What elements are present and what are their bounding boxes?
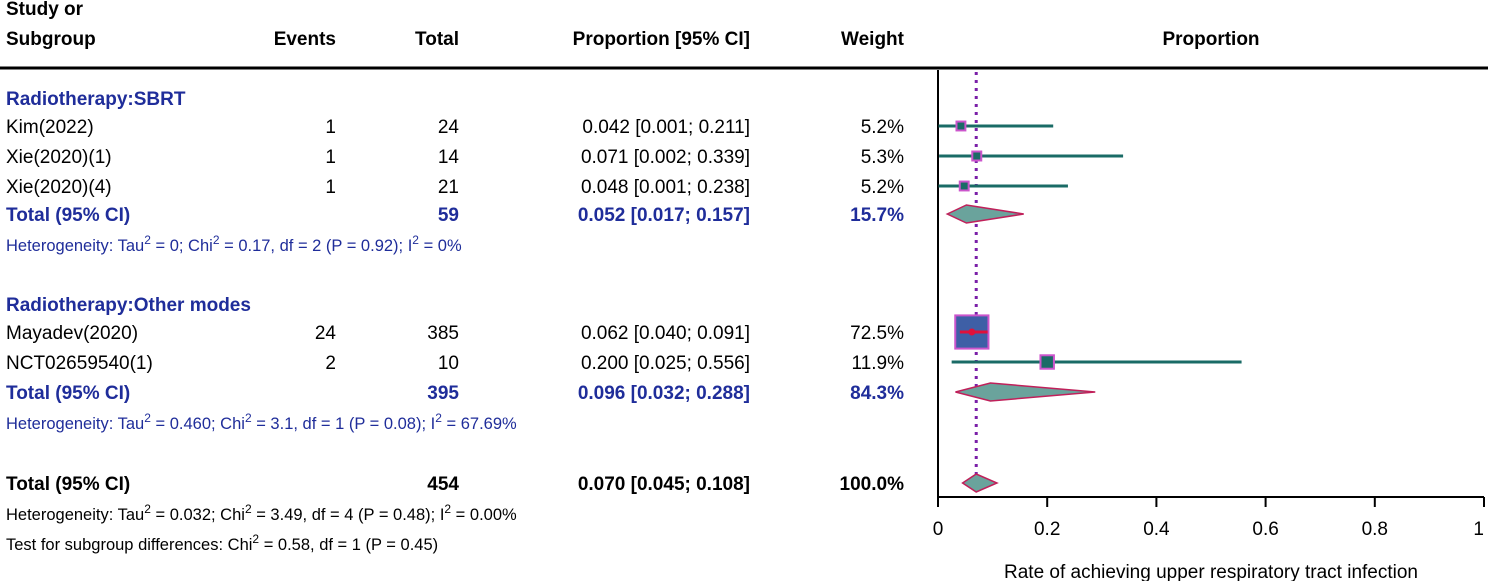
study-ci: 0.071 [0.002; 0.339]: [581, 147, 750, 168]
total-label: Total (95% CI): [6, 474, 130, 495]
heterogeneity-text-part: = 3.49, df = 4 (P = 0.48); I: [252, 506, 445, 524]
header-proportion-ci: Proportion [95% CI]: [573, 29, 750, 50]
study-weight: 5.3%: [861, 147, 904, 168]
study-weight: 5.2%: [861, 117, 904, 138]
heterogeneity-text-part: 2: [213, 233, 220, 247]
study-events: 24: [315, 323, 337, 344]
heterogeneity-text-part: 2: [144, 233, 151, 247]
study-weight-box: [1039, 354, 1055, 370]
study-name: Xie(2020)(1): [6, 147, 112, 168]
header-weight: Weight: [841, 29, 905, 50]
header-study-line2: Subgroup: [6, 29, 96, 50]
x-tick-label: 0.4: [1143, 519, 1170, 540]
total-label: Total (95% CI): [6, 383, 130, 404]
study-weight-box: [955, 120, 967, 132]
x-tick-label: 0.8: [1362, 519, 1388, 540]
heterogeneity-text-part: 2: [245, 502, 252, 516]
heterogeneity-text-part: 2: [412, 233, 419, 247]
x-tick-label: 0: [933, 519, 944, 540]
total-weight: 84.3%: [850, 383, 904, 404]
total-ci: 0.070 [0.045; 0.108]: [578, 474, 750, 495]
subgroup-title: Radiotherapy:Other modes: [6, 295, 251, 316]
x-tick-label: 0.2: [1034, 519, 1060, 540]
heterogeneity-text-part: Heterogeneity: Tau: [6, 237, 144, 255]
study-ci: 0.200 [0.025; 0.556]: [581, 353, 750, 374]
subgroup-title: Radiotherapy:SBRT: [6, 89, 186, 110]
heterogeneity-text-part: 2: [435, 411, 442, 425]
study-total: 14: [438, 147, 460, 168]
study-ci: 0.048 [0.001; 0.238]: [581, 177, 750, 198]
study-weight: 5.2%: [861, 177, 904, 198]
header-plot: Proportion: [1162, 29, 1259, 50]
total-count: 395: [427, 383, 459, 404]
study-name: Xie(2020)(4): [6, 177, 112, 198]
total-weight: 100.0%: [840, 474, 905, 495]
study-events: 1: [325, 117, 336, 138]
heterogeneity-text-part: 2: [444, 502, 451, 516]
total-ci: 0.052 [0.017; 0.157]: [578, 205, 750, 226]
heterogeneity-text-part: Heterogeneity: Tau: [6, 506, 144, 524]
study-name: Mayadev(2020): [6, 323, 138, 344]
total-count: 59: [438, 205, 459, 226]
study-weight-box: [971, 150, 983, 162]
total-count: 454: [427, 474, 459, 495]
heterogeneity-text-part: = 0%: [419, 237, 462, 255]
heterogeneity-text: Heterogeneity: Tau2 = 0.460; Chi2 = 3.1,…: [6, 411, 517, 433]
x-axis-label: Rate of achieving upper respiratory trac…: [1004, 562, 1418, 581]
heterogeneity-text-part: = 67.69%: [442, 415, 517, 433]
study-events: 2: [325, 353, 336, 374]
study-events: 1: [325, 147, 336, 168]
heterogeneity-text-part: 2: [144, 502, 151, 516]
x-tick-label: 1: [1473, 519, 1484, 540]
heterogeneity-text: Heterogeneity: Tau2 = 0.032; Chi2 = 3.49…: [6, 502, 517, 524]
total-label: Total (95% CI): [6, 205, 130, 226]
study-total: 385: [427, 323, 459, 344]
x-tick-label: 0.6: [1252, 519, 1278, 540]
heterogeneity-text-part: = 3.1, df = 1 (P = 0.08); I: [252, 415, 436, 433]
study-weight: 72.5%: [850, 323, 904, 344]
heterogeneity-text-part: 2: [144, 411, 151, 425]
pooled-diamond: [961, 473, 999, 493]
study-name: NCT02659540(1): [6, 353, 153, 374]
pooled-diamond: [945, 204, 1024, 224]
header-study-line1: Study or: [6, 0, 84, 20]
subgroup-test-text-part: = 0.58, df = 1 (P = 0.45): [259, 536, 438, 554]
heterogeneity-text-part: = 0; Chi: [151, 237, 213, 255]
heterogeneity-text-part: = 0.032; Chi: [151, 506, 245, 524]
study-weight-box: [958, 180, 970, 192]
study-events: 1: [325, 177, 336, 198]
study-ci: 0.042 [0.001; 0.211]: [582, 117, 750, 138]
heterogeneity-text-part: = 0.460; Chi: [151, 415, 245, 433]
study-ci: 0.062 [0.040; 0.091]: [581, 323, 750, 344]
study-total: 21: [438, 177, 459, 198]
heterogeneity-text-part: Heterogeneity: Tau: [6, 415, 144, 433]
study-name: Kim(2022): [6, 117, 94, 138]
subgroup-test-text-part: 2: [252, 532, 259, 546]
subgroup-test-text-part: Test for subgroup differences: Chi: [6, 536, 252, 554]
subgroup-test-text: Test for subgroup differences: Chi2 = 0.…: [6, 532, 438, 554]
total-weight: 15.7%: [850, 205, 904, 226]
study-total: 10: [438, 353, 459, 374]
heterogeneity-text-part: = 0.17, df = 2 (P = 0.92); I: [220, 237, 413, 255]
study-weight: 11.9%: [852, 353, 905, 374]
study-total: 24: [438, 117, 460, 138]
pooled-diamond: [955, 382, 1096, 402]
heterogeneity-text-part: = 0.00%: [451, 506, 517, 524]
header-total: Total: [415, 29, 459, 50]
header-events: Events: [274, 29, 336, 50]
heterogeneity-text: Heterogeneity: Tau2 = 0; Chi2 = 0.17, df…: [6, 233, 462, 255]
total-ci: 0.096 [0.032; 0.288]: [578, 383, 750, 404]
study-point-estimate: [968, 328, 976, 336]
heterogeneity-text-part: 2: [245, 411, 252, 425]
